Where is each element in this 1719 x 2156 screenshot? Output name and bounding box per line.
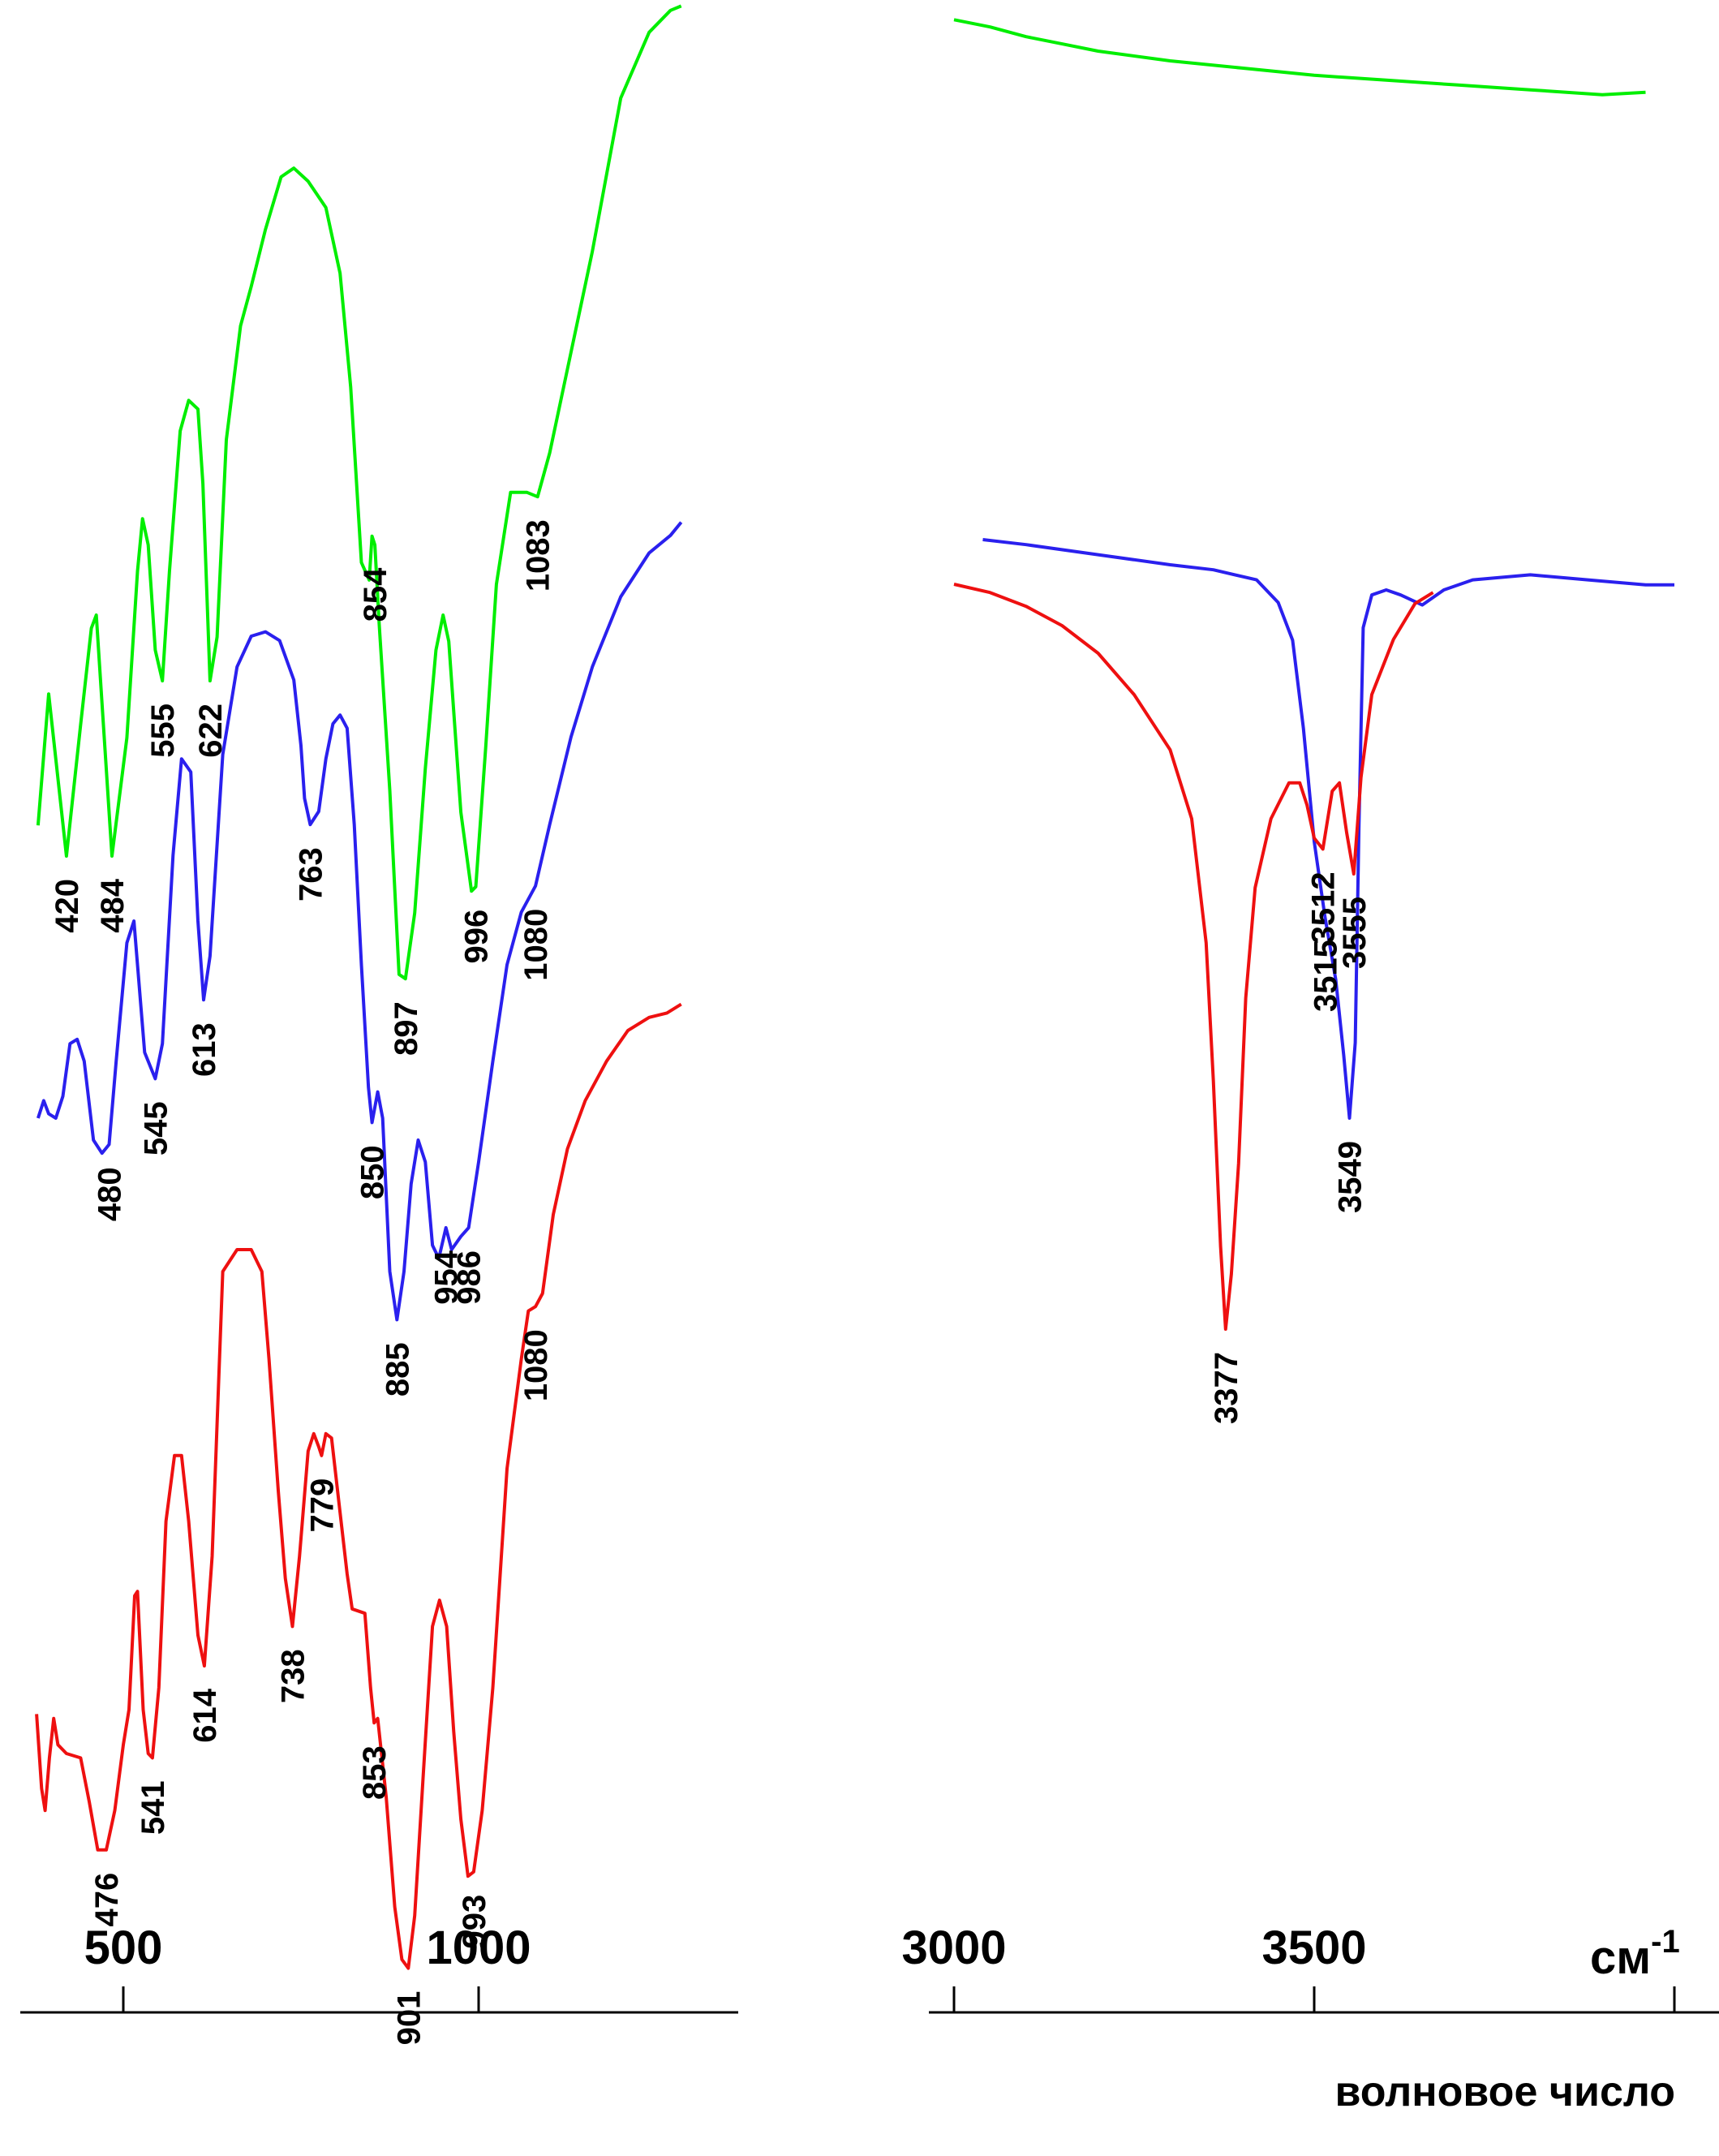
peak-label-614: 614 [187,1688,223,1742]
peak-label-420: 420 [49,879,85,933]
peak-label-850: 850 [355,1145,391,1199]
spectrum-line-3-low [35,1002,682,1970]
peak-label-484: 484 [95,878,131,932]
peak-label-622: 622 [193,704,229,758]
x-axis-unit: см-1 [1590,1924,1680,1984]
x-axis-unit-superscript: -1 [1651,1924,1680,1960]
peak-label-3377: 3377 [1209,1352,1244,1424]
peak-label-954: 954 [429,1250,465,1304]
x-axis-title: волновое число [1334,2068,1675,2115]
peak-label-545: 545 [138,1101,174,1155]
peak-label-3555: 3555 [1337,897,1373,969]
peak-label-1083: 1083 [521,519,557,592]
spectra-curves [35,4,1674,1970]
peak-label-3549: 3549 [1333,1141,1369,1213]
peak-label-3515: 3515 [1308,940,1343,1012]
peak-label-901: 901 [391,1991,427,2046]
spectrum-line-3-high [953,583,1434,1331]
peak-label-613: 613 [187,1022,222,1077]
x-tick-label-3500: 3500 [1261,1921,1366,1974]
peak-label-763: 763 [293,847,329,902]
x-tick-label-1000: 1000 [426,1921,531,1974]
peak-label-993: 993 [457,1895,492,1949]
spectrum-line-2-high [982,538,1674,1120]
spectrum-line-2-low [36,521,683,1322]
peak-label-480: 480 [92,1167,128,1221]
x-tick-label-3000: 3000 [901,1921,1006,1974]
peak-label-853: 853 [357,1745,393,1800]
peak-label-1080: 1080 [518,909,554,981]
peak-label-1080: 1080 [518,1329,554,1401]
peak-label-541: 541 [135,1780,171,1835]
peak-label-986: 986 [452,1250,488,1305]
x-tick-label-500: 500 [84,1921,163,1974]
peak-labels: 420 484 555 622 854 897 996 1083 480 545 613 763 850… [49,519,1373,2045]
x-axes: 500 1000 3000 3500 [20,1921,1719,2014]
spectrum-line-1-low [36,4,682,981]
peak-label-738: 738 [276,1649,312,1703]
peak-label-854: 854 [358,567,393,622]
peak-label-476: 476 [89,1873,125,1927]
peak-label-897: 897 [389,1001,424,1056]
peak-label-996: 996 [459,910,495,964]
spectrum-line-1-high [953,18,1646,97]
peak-label-555: 555 [145,704,181,758]
peak-label-885: 885 [380,1342,415,1396]
peak-label-3512: 3512 [1306,871,1342,944]
x-axis-unit-text: см [1590,1931,1651,1984]
peak-label-779: 779 [304,1478,340,1533]
